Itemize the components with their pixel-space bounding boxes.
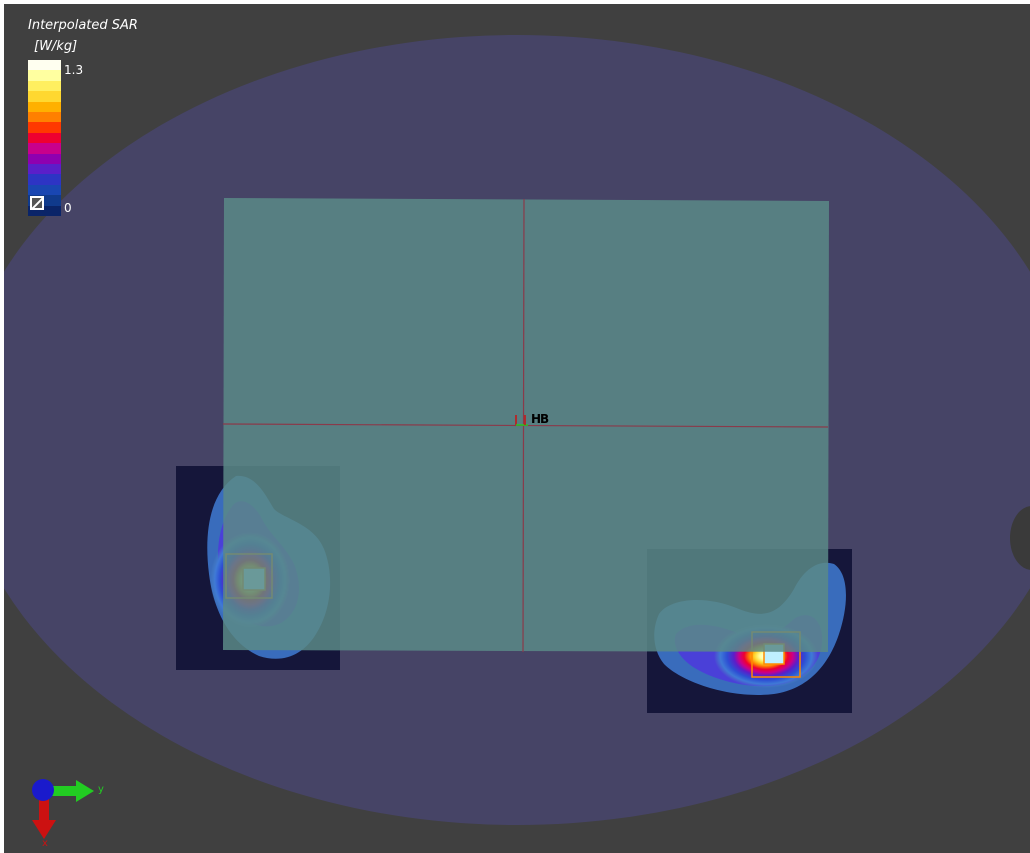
3d-viewport[interactable]: Interpolated SAR [W/kg] 1.3 0 HB y x (4, 4, 1030, 853)
sar-scene (4, 35, 1030, 839)
colorbar-segment (28, 153, 61, 165)
colorbar-segment (28, 164, 61, 175)
colorbar-segment (28, 205, 61, 217)
sar-colorbar (28, 60, 61, 217)
axis-triad (32, 779, 94, 839)
colorbar-segment (28, 195, 61, 206)
colorbar-segment (28, 101, 61, 113)
colorbar-toggle-icon[interactable] (30, 196, 44, 210)
colorbar-max-label: 1.3 (64, 63, 84, 77)
colorbar-segment (28, 122, 61, 133)
colorbar-segment (28, 143, 61, 154)
colorbar-segment (28, 174, 61, 185)
colorbar-segment (28, 70, 61, 81)
phantom-notch (1010, 506, 1030, 570)
origin-label: HB (531, 412, 549, 426)
y-axis-label: y (98, 784, 104, 795)
colorbar-segment (28, 91, 61, 102)
colorbar-segment (28, 184, 61, 196)
colorbar-segment (28, 112, 61, 123)
colorbar-segment (28, 132, 61, 144)
y-axis-arrow (52, 780, 94, 802)
x-axis-label: x (42, 838, 48, 849)
z-axis-sphere (32, 779, 54, 801)
x-axis-arrow (32, 799, 56, 839)
colorbar-min-label: 0 (64, 201, 72, 215)
legend-unit: [W/kg] (34, 39, 78, 54)
legend-title: Interpolated SAR (28, 18, 138, 33)
origin-marker (515, 415, 528, 426)
colorbar-segment (28, 80, 61, 92)
colorbar-segment (28, 60, 61, 71)
